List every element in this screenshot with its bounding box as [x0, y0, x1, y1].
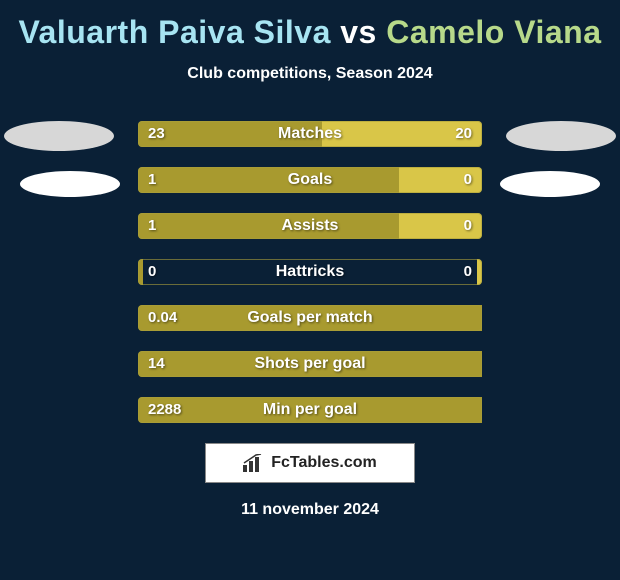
stat-label: Matches — [138, 121, 482, 147]
stat-label: Hattricks — [138, 259, 482, 285]
stat-label: Assists — [138, 213, 482, 239]
brand-logo: FcTables.com — [205, 443, 415, 483]
bars-icon — [243, 454, 265, 472]
player1-team-placeholder — [20, 171, 120, 197]
stat-label: Goals — [138, 167, 482, 193]
player2-avatar-placeholder — [506, 121, 616, 151]
title-player1: Valuarth Paiva Silva — [18, 14, 330, 50]
stat-row: 10Assists — [138, 213, 482, 239]
stat-rows: 2320Matches 10Goals 10Assists 00Hattricks 0.… — [138, 121, 482, 423]
stat-label: Min per goal — [138, 397, 482, 423]
comparison-title: Valuarth Paiva Silva vs Camelo Viana — [0, 0, 620, 51]
player1-avatar-placeholder — [4, 121, 114, 151]
stat-row: 2320Matches — [138, 121, 482, 147]
stat-row: 0.04Goals per match — [138, 305, 482, 331]
stat-row: 14Shots per goal — [138, 351, 482, 377]
stat-row: 2288Min per goal — [138, 397, 482, 423]
player2-team-placeholder — [500, 171, 600, 197]
subtitle: Club competitions, Season 2024 — [0, 65, 620, 83]
title-player2: Camelo Viana — [386, 14, 601, 50]
stat-row: 00Hattricks — [138, 259, 482, 285]
stat-row: 10Goals — [138, 167, 482, 193]
stat-label: Shots per goal — [138, 351, 482, 377]
chart-area: 2320Matches 10Goals 10Assists 00Hattricks 0.… — [0, 121, 620, 423]
brand-text: FcTables.com — [271, 454, 377, 472]
date-text: 11 november 2024 — [0, 501, 620, 519]
stat-label: Goals per match — [138, 305, 482, 331]
title-vs: vs — [331, 14, 386, 50]
